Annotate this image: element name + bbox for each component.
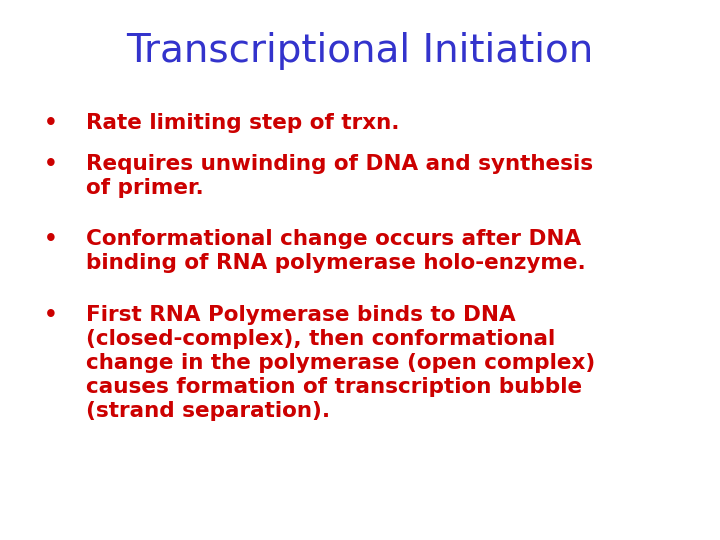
Text: Conformational change occurs after DNA
binding of RNA polymerase holo-enzyme.: Conformational change occurs after DNA b… [86,230,586,273]
Text: •: • [43,113,58,133]
Text: •: • [43,154,58,174]
Text: •: • [43,230,58,249]
Text: Rate limiting step of trxn.: Rate limiting step of trxn. [86,113,400,133]
Text: •: • [43,305,58,325]
Text: First RNA Polymerase binds to DNA
(closed-complex), then conformational
change i: First RNA Polymerase binds to DNA (close… [86,305,595,421]
Text: Transcriptional Initiation: Transcriptional Initiation [127,32,593,70]
Text: Requires unwinding of DNA and synthesis
of primer.: Requires unwinding of DNA and synthesis … [86,154,593,198]
